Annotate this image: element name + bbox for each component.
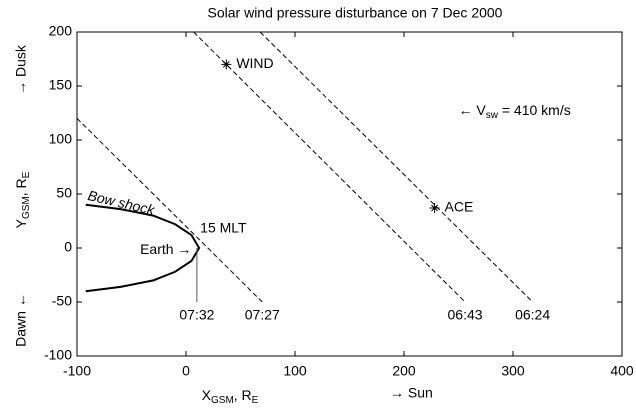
series-label: 06:24 <box>515 307 550 323</box>
velocity-main: ← V <box>459 102 487 118</box>
y-label-main: Y <box>13 218 29 228</box>
x-tick-label: -100 <box>63 363 91 379</box>
x-label-mid: , R <box>234 387 252 403</box>
y-tick-label: 100 <box>49 131 73 147</box>
dashed-line <box>193 31 466 303</box>
y-tick-label: 0 <box>64 239 72 255</box>
y-tick-label: 200 <box>49 23 73 39</box>
y-label-sub: E <box>21 171 32 178</box>
y-tick-label: 150 <box>49 77 73 93</box>
y-tick-label: -100 <box>44 347 72 363</box>
x-tick-label: 400 <box>610 363 634 379</box>
x-label-sub: GSM <box>211 395 234 406</box>
x-label-main: X <box>202 387 212 403</box>
annotation: Earth → <box>140 241 191 257</box>
y-label-mid: , R <box>13 178 29 196</box>
y-axis-label-group: YGSM, RE <box>13 171 32 228</box>
x-tick-label: 300 <box>501 363 525 379</box>
chart-title: Solar wind pressure disturbance on 7 Dec… <box>208 5 503 21</box>
dashed-line <box>76 118 263 303</box>
velocity-rest: = 410 km/s <box>498 102 571 118</box>
y-tick-label: -50 <box>52 293 72 309</box>
marker <box>429 203 440 214</box>
series-label: 07:27 <box>245 307 280 323</box>
curve <box>85 203 201 293</box>
marker <box>221 59 232 70</box>
y-axis-label: YGSM, RE <box>13 171 32 228</box>
velocity-sub: sw <box>486 109 499 120</box>
point-label: WIND <box>236 55 273 71</box>
y-label-sub: GSM <box>21 196 32 219</box>
y-positive-direction: → Dusk <box>13 44 29 95</box>
y-negative-direction: Dawn ← <box>13 293 29 347</box>
y-tick-label: 50 <box>56 185 72 201</box>
x-axis-label: XGSM, RE <box>202 387 259 406</box>
dashed-line <box>259 31 533 303</box>
annotation: ← Vsw = 410 km/s <box>459 102 571 121</box>
x-label-sub: E <box>252 395 259 406</box>
series-label: 06:43 <box>448 307 483 323</box>
x-tick-label: 200 <box>392 363 416 379</box>
x-tick-label: 0 <box>182 363 190 379</box>
point-label: ACE <box>445 199 474 215</box>
x-direction: → Sun <box>390 385 433 401</box>
annotation: 15 MLT <box>200 219 247 235</box>
x-tick-label: 100 <box>283 363 307 379</box>
series-label: 07:32 <box>179 307 214 323</box>
series-label: Bow shock <box>86 187 157 218</box>
